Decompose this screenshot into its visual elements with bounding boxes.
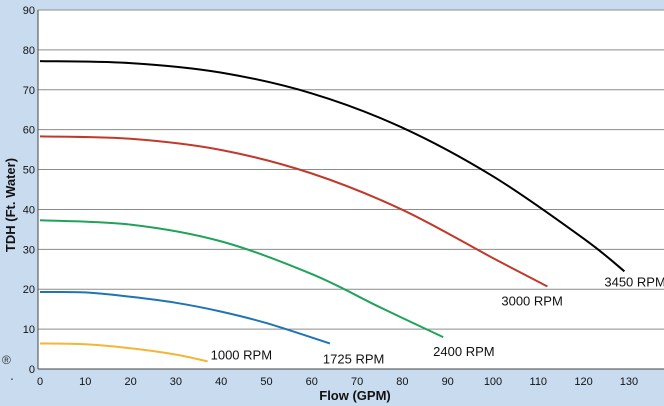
x-tick-label: 40 bbox=[215, 376, 227, 388]
y-tick-label: 0 bbox=[29, 364, 35, 376]
x-tick-label: 10 bbox=[79, 376, 91, 388]
registered-mark: ® bbox=[2, 353, 11, 367]
y-tick-label: 30 bbox=[23, 244, 35, 256]
curve-1725-rpm bbox=[39, 290, 331, 345]
x-tick-label: 120 bbox=[574, 376, 592, 388]
y-axis-title: TDH (Ft. Water) bbox=[3, 158, 18, 252]
curve-1000-rpm bbox=[39, 342, 208, 363]
pump-curves bbox=[39, 60, 626, 363]
grid-lines bbox=[38, 9, 664, 330]
x-tick-label: 60 bbox=[306, 376, 318, 388]
y-tick-label: 50 bbox=[23, 165, 35, 177]
y-tick-label: 20 bbox=[23, 284, 35, 296]
curve-label-2400-rpm: 2400 RPM bbox=[433, 344, 494, 359]
x-tick-label: 110 bbox=[530, 376, 548, 388]
curve-labels: 3450 RPM 3000 RPM 2400 RPM 1725 RPM 1000 RPM bbox=[211, 274, 664, 366]
curve-label-3000-rpm: 3000 RPM bbox=[501, 293, 562, 308]
edge-dot: . bbox=[10, 367, 14, 383]
x-tick-label: 70 bbox=[351, 376, 363, 388]
y-tick-labels: 0 10 20 30 40 50 60 70 80 90 bbox=[23, 5, 35, 376]
x-tick-label: 80 bbox=[396, 376, 408, 388]
curve-3450-rpm bbox=[39, 60, 626, 273]
y-tick-label: 10 bbox=[23, 324, 35, 336]
x-tick-label: 100 bbox=[484, 376, 502, 388]
curve-label-3450-rpm: 3450 RPM bbox=[604, 274, 664, 289]
x-tick-label: 50 bbox=[260, 376, 272, 388]
curve-2400-rpm bbox=[39, 219, 444, 339]
x-tick-label: 20 bbox=[124, 376, 136, 388]
y-tick-label: 90 bbox=[23, 5, 35, 17]
curve-3000-rpm bbox=[39, 135, 548, 288]
x-tick-label: 30 bbox=[170, 376, 182, 388]
x-axis-title: Flow (GPM) bbox=[319, 388, 391, 403]
y-tick-label: 80 bbox=[23, 45, 35, 57]
curve-label-1000-rpm: 1000 RPM bbox=[211, 347, 272, 362]
x-tick-label: 90 bbox=[442, 376, 454, 388]
y-tick-label: 70 bbox=[23, 85, 35, 97]
x-tick-label: 130 bbox=[620, 376, 638, 388]
x-tick-label: 0 bbox=[37, 376, 43, 388]
curve-label-1725-rpm: 1725 RPM bbox=[323, 351, 384, 366]
x-tick-labels: 0 10 20 30 40 50 60 70 80 90 100 110 120 130 bbox=[37, 376, 638, 388]
y-tick-label: 40 bbox=[23, 204, 35, 216]
y-tick-label: 60 bbox=[23, 125, 35, 137]
plot-area bbox=[38, 10, 664, 369]
